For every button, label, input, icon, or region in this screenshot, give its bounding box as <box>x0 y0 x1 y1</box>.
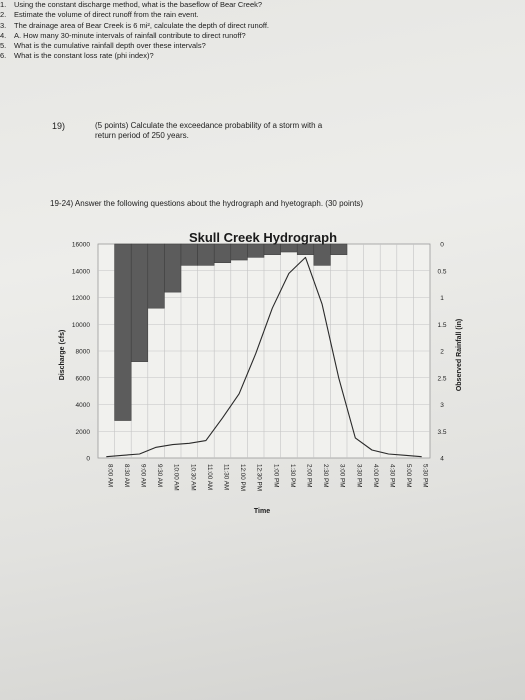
rainfall-bar <box>147 243 165 309</box>
chart-title: Skull Creek Hydrograph <box>189 230 337 245</box>
x-tick-label: 4:00 PM <box>372 464 379 487</box>
x-tick-label: 8:30 AM <box>123 464 130 487</box>
rainfall-bar <box>114 243 132 421</box>
y-tick-label: 12000 <box>72 295 90 302</box>
question-item: 4. A. How many 30-minute intervals of rai… <box>0 31 525 41</box>
question-number: 6. <box>0 51 7 61</box>
y2-tick-label: 1 <box>440 295 444 302</box>
rainfall-bar <box>230 243 248 261</box>
discharge-line <box>106 256 422 458</box>
x-tick-label: 4:30 PM <box>389 464 396 487</box>
rainfall-bar <box>330 243 348 255</box>
x-tick-label: 1:30 PM <box>289 464 296 487</box>
question-item: 3. The drainage area of Bear Creek is 6 m… <box>0 21 525 31</box>
rainfall-bar <box>213 243 232 263</box>
x-tick-label: 9:30 AM <box>156 464 163 487</box>
y-tick-label: 2000 <box>76 429 91 436</box>
question-item: 6. What is the constant loss rate (phi in… <box>0 51 525 61</box>
x-tick-label: 10:30 AM <box>189 464 196 491</box>
x-tick-label: 11:30 AM <box>223 464 230 490</box>
y-axis-label: Discharge (cfs) <box>59 330 66 381</box>
x-tick-label: 5:30 PM <box>422 464 429 487</box>
rainfall-bar <box>313 243 331 266</box>
x-tick-label: 2:00 PM <box>306 464 313 487</box>
x-tick-label: 12:30 PM <box>256 464 263 491</box>
rainfall-bar <box>164 243 182 293</box>
x-axis-label: Time <box>254 508 270 515</box>
rainfall-bar <box>280 243 298 253</box>
y-tick-label: 4000 <box>76 402 91 409</box>
y2-tick-label: 3 <box>440 402 444 409</box>
y-tick-label: 0 <box>86 456 90 463</box>
y2-tick-label: 3.5 <box>437 429 446 436</box>
question-item: 1. Using the constant discharge method, w… <box>0 0 525 10</box>
chart-axes: 16000 14000 12000 10000 8000 6000 4000 2000 0 0 0.… <box>72 242 447 491</box>
question-number: 3. <box>0 20 7 30</box>
x-tick-label: 11:00 AM <box>206 464 213 490</box>
rainfall-bar <box>130 243 149 362</box>
y2-axis-label: Observed Rainfall (in) <box>456 319 463 391</box>
y2-tick-label: 0.5 <box>437 268 446 275</box>
y-tick-label: 16000 <box>72 242 90 249</box>
question-19-line-1: (5 points) Calculate the exceedance prob… <box>95 121 323 130</box>
y-tick-label: 6000 <box>76 375 91 382</box>
y-tick-label: 14000 <box>72 268 90 275</box>
y-tick-label: 8000 <box>76 349 91 356</box>
rainfall-bar <box>197 243 215 266</box>
question-text: Estimate the volume of direct runoff fro… <box>14 10 199 20</box>
x-tick-label: 12:00 PM <box>239 464 246 491</box>
question-text: Using the constant discharge method, wha… <box>14 0 263 9</box>
question-19-number: 19) <box>52 121 66 131</box>
rainfall-bar <box>247 243 265 258</box>
rainfall-bars <box>114 243 348 421</box>
x-tick-label: 3:30 PM <box>355 464 362 487</box>
question-number: 1. <box>0 0 7 9</box>
x-tick-label: 8:00 AM <box>106 464 113 487</box>
chart-grid <box>97 243 431 459</box>
x-tick-label: 5:00 PM <box>405 464 412 487</box>
y2-tick-label: 1.5 <box>437 322 446 329</box>
rainfall-bar <box>296 243 315 255</box>
x-tick-label: 9:00 AM <box>140 464 147 487</box>
x-tick-label: 10:00 AM <box>173 464 180 491</box>
rainfall-bar <box>263 243 281 255</box>
question-list: 1. Using the constant discharge method, w… <box>0 0 525 62</box>
question-item: 5. What is the cumulative rainfall depth … <box>0 41 525 51</box>
y2-tick-label: 2 <box>440 349 444 356</box>
x-tick-label: 3:00 PM <box>339 464 346 487</box>
y2-tick-label: 2.5 <box>437 375 446 382</box>
question-text: What is the cumulative rainfall depth ov… <box>14 41 206 51</box>
question-item: 2. Estimate the volume of direct runoff f… <box>0 10 525 20</box>
question-text: What is the constant loss rate (phi inde… <box>14 51 154 61</box>
question-number: 4. <box>0 30 7 40</box>
y2-tick-label: 4 <box>440 456 444 463</box>
y-tick-label: 10000 <box>72 322 90 329</box>
question-19-line-2: return period of 250 years. <box>95 131 189 140</box>
discharge-series-line <box>106 256 422 458</box>
question-number: 2. <box>0 10 7 20</box>
question-text: The drainage area of Bear Creek is 6 mi²… <box>14 20 269 30</box>
x-tick-label: 1:00 PM <box>272 464 279 487</box>
question-text: A. How many 30-minute intervals of rainf… <box>14 30 246 40</box>
y2-tick-label: 0 <box>440 242 444 249</box>
section-heading: 19-24) Answer the following questions ab… <box>50 199 364 208</box>
x-tick-label: 2:30 PM <box>322 464 329 487</box>
rainfall-bar <box>180 243 198 266</box>
question-number: 5. <box>0 41 7 51</box>
